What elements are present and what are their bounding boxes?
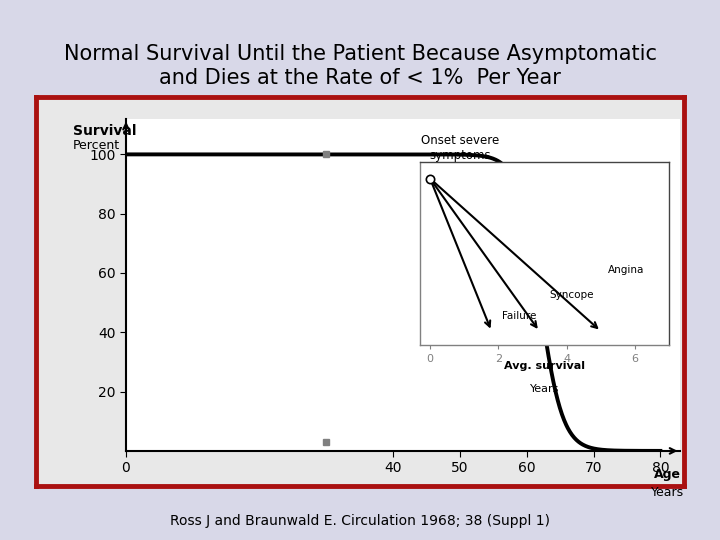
Text: Onset severe
symptoms: Onset severe symptoms [421, 134, 499, 163]
Text: Normal Survival Until the Patient Because Asymptomatic: Normal Survival Until the Patient Becaus… [63, 44, 657, 64]
Text: Avg. survival: Avg. survival [504, 361, 585, 371]
Text: Percent: Percent [73, 139, 120, 152]
Text: Survival: Survival [73, 124, 136, 138]
Text: Age: Age [654, 468, 680, 481]
Text: and Dies at the Rate of < 1%  Per Year: and Dies at the Rate of < 1% Per Year [159, 68, 561, 89]
Text: Years: Years [530, 384, 559, 395]
Text: Ross J and Braunwald E. Circulation 1968; 38 (Suppl 1): Ross J and Braunwald E. Circulation 1968… [170, 514, 550, 528]
Text: Years: Years [650, 486, 683, 499]
